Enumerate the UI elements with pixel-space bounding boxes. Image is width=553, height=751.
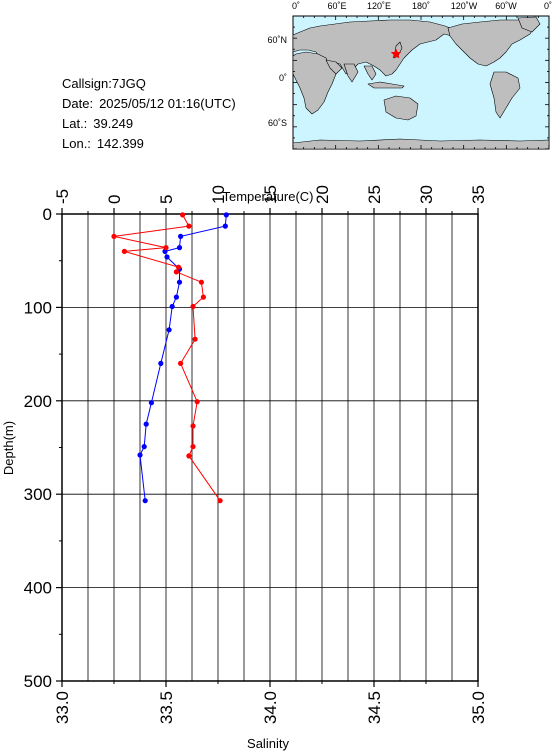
salinity-point bbox=[121, 248, 127, 254]
temperature-point bbox=[223, 212, 229, 218]
temperature-tick-label: 25 bbox=[365, 185, 384, 204]
map-latitude-label: 0˚ bbox=[279, 73, 287, 83]
salinity-point bbox=[175, 264, 182, 270]
temperature-point bbox=[137, 452, 143, 458]
land-africa bbox=[292, 51, 337, 115]
map-longitude-label: 0˚ bbox=[544, 1, 552, 11]
temperature-point bbox=[178, 233, 184, 239]
depth-axis-title: Depth(m) bbox=[1, 421, 16, 475]
salinity-point bbox=[190, 303, 196, 310]
temperature-point bbox=[176, 245, 183, 251]
salinity-point bbox=[217, 498, 223, 504]
lat-value: 39.249 bbox=[93, 116, 134, 131]
land-north-america bbox=[447, 19, 536, 67]
map-land bbox=[292, 16, 550, 150]
lon-line: Lon.: 142.399 bbox=[62, 134, 236, 154]
salinity-tick-label: 34.0 bbox=[261, 691, 280, 724]
map-longitude-label: 180˚ bbox=[412, 1, 430, 11]
depth-tick-label: 0 bbox=[43, 205, 52, 224]
chart-grid bbox=[61, 213, 479, 682]
temperature-point bbox=[164, 254, 170, 260]
date-label: Date: bbox=[62, 96, 94, 111]
callsign-value: 7JGQ bbox=[111, 76, 146, 91]
temperature-tick-label: 5 bbox=[157, 195, 176, 204]
map-longitude-label: 120˚E bbox=[367, 1, 391, 11]
salinity-point bbox=[190, 444, 196, 450]
temperature-point bbox=[176, 279, 183, 285]
salinity-tick-label: 34.5 bbox=[365, 691, 384, 724]
callsign-line: Callsign:7JGQ bbox=[62, 74, 236, 94]
salinity-point bbox=[178, 360, 184, 366]
salinity-point bbox=[111, 233, 117, 239]
callsign-label: Callsign: bbox=[62, 76, 112, 91]
world-map: 0˚ 60˚E 120˚E 180˚ 120˚W 60˚W 0˚ 60˚N 0˚ 60˚S bbox=[267, 1, 552, 150]
salinity-point bbox=[198, 279, 204, 285]
lon-label: Lon.: bbox=[62, 136, 91, 151]
temperature-tick-label: 35 bbox=[469, 185, 488, 204]
salinity-point bbox=[186, 453, 192, 459]
map-labels: 0˚ 60˚E 120˚E 180˚ 120˚W 60˚W 0˚ 60˚N 0˚ 60˚S bbox=[267, 1, 552, 128]
land-seasia bbox=[363, 65, 377, 81]
temperature-tick-label: 0 bbox=[105, 195, 124, 204]
lat-line: Lat.: 39.249 bbox=[62, 114, 236, 134]
temperature-tick-label: 30 bbox=[417, 185, 436, 204]
temperature-point bbox=[141, 444, 147, 450]
temperature-point bbox=[142, 498, 148, 504]
salinity-point bbox=[194, 399, 200, 405]
salinity-point bbox=[186, 223, 192, 229]
land-india bbox=[343, 63, 359, 83]
land-greenland bbox=[517, 16, 541, 33]
depth-tick-label: 100 bbox=[24, 298, 52, 317]
temperature-point bbox=[166, 327, 172, 333]
temperature-point bbox=[148, 400, 154, 406]
salinity-point bbox=[163, 245, 169, 251]
salinity-tick-label: 33.0 bbox=[53, 691, 72, 724]
temperature-point bbox=[143, 421, 149, 427]
temperature-tick-label: 10 bbox=[209, 185, 228, 204]
salinity-axis-title: Salinity bbox=[247, 736, 289, 751]
temperature-axis-title: Temperature(C) bbox=[222, 189, 313, 204]
salinity-tick-label: 33.5 bbox=[157, 691, 176, 724]
temperature-point bbox=[158, 360, 164, 366]
salinity-point bbox=[180, 212, 186, 218]
temperature-profile-line bbox=[139, 214, 227, 501]
depth-tick-label: 500 bbox=[24, 672, 52, 691]
salinity-point bbox=[173, 269, 179, 275]
lat-label: Lat.: bbox=[62, 116, 88, 131]
lon-value: 142.399 bbox=[96, 136, 144, 151]
date-line: Date: 2025/05/12 01:16(UTC) bbox=[62, 94, 236, 114]
map-longitude-label: 60˚E bbox=[327, 1, 346, 11]
map-latitude-label: 60˚N bbox=[267, 35, 287, 45]
depth-tick-label: 400 bbox=[24, 579, 52, 598]
temperature-tick-label: -5 bbox=[53, 189, 72, 204]
salinity-tick-label: 35.0 bbox=[469, 691, 488, 724]
map-ticks bbox=[292, 15, 550, 150]
map-latitude-label: 60˚S bbox=[268, 118, 287, 128]
date-value: 2025/05/12 01:16(UTC) bbox=[99, 96, 236, 111]
temperature-point bbox=[169, 303, 175, 310]
station-info: Callsign:7JGQ Date: 2025/05/12 01:16(UTC)… bbox=[62, 74, 236, 154]
map-longitude-label: 120˚W bbox=[451, 1, 478, 11]
depth-tick-label: 200 bbox=[24, 392, 52, 411]
temperature-point bbox=[222, 223, 228, 229]
map-longitude-label: 60˚W bbox=[495, 1, 517, 11]
land-arabia bbox=[325, 59, 343, 75]
land-south-america bbox=[489, 71, 521, 119]
temperature-point bbox=[173, 294, 179, 300]
salinity-point bbox=[192, 336, 198, 342]
land-indonesia bbox=[367, 81, 405, 89]
temperature-tick-label: 15 bbox=[261, 185, 280, 204]
depth-tick-label: 300 bbox=[24, 485, 52, 504]
salinity-point bbox=[190, 423, 196, 429]
chart-series bbox=[111, 212, 229, 504]
land-australia bbox=[383, 95, 419, 121]
station-star-icon bbox=[390, 48, 402, 59]
salinity-point bbox=[200, 294, 206, 300]
map-longitude-label: 0˚ bbox=[292, 1, 300, 11]
temperature-tick-label: 20 bbox=[313, 185, 332, 204]
